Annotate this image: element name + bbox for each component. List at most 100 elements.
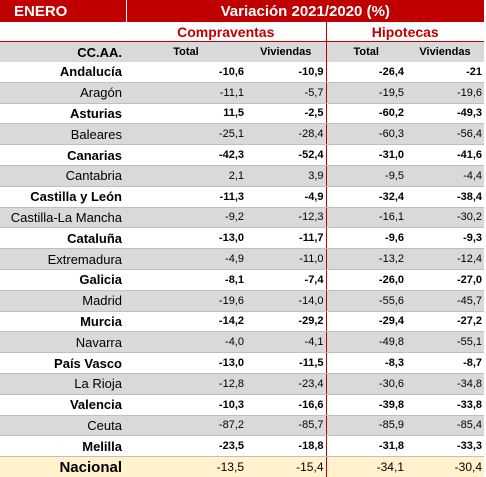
value-hipotecas-total: -26,4 (326, 62, 406, 83)
column-header-compraventas-viviendas: Viviendas (246, 41, 327, 62)
table-row: Canarias -42,3 -52,4 -31,0 -41,6 (0, 144, 485, 166)
value-compraventas-total: 2,1 (126, 165, 246, 187)
value-hipotecas-viviendas: -8,7 (406, 352, 485, 374)
value-compraventas-viviendas: -52,4 (246, 144, 327, 166)
value-hipotecas-total: -85,9 (326, 415, 406, 437)
value-compraventas-viviendas: -4,9 (246, 186, 327, 208)
value-compraventas-viviendas: -28,4 (246, 123, 327, 146)
region-name: Castilla-La Mancha (0, 207, 126, 229)
value-hipotecas-viviendas: -33,8 (406, 394, 485, 416)
region-name: Asturias (0, 103, 126, 125)
value-hipotecas-total: -29,4 (326, 311, 406, 333)
value-compraventas-total: 11,5 (126, 103, 246, 125)
region-name: Baleares (0, 123, 126, 146)
value-hipotecas-total: -30,6 (326, 373, 406, 395)
column-header-row: CC.AA. Total Viviendas Total Viviendas (0, 41, 485, 62)
value-hipotecas-total: -8,3 (326, 352, 406, 374)
region-name: Navarra (0, 331, 126, 354)
region-name: Ceuta (0, 415, 126, 437)
value-hipotecas-viviendas: -49,3 (406, 103, 485, 125)
value-compraventas-total: -9,2 (126, 207, 246, 229)
value-compraventas-viviendas: -10,9 (246, 62, 327, 83)
region-name: Galicia (0, 269, 126, 291)
table-row: Galicia -8,1 -7,4 -26,0 -27,0 (0, 269, 485, 291)
column-header-region: CC.AA. (0, 41, 126, 62)
value-hipotecas-viviendas: -27,0 (406, 269, 485, 291)
value-hipotecas-viviendas: -38,4 (406, 186, 485, 208)
value-compraventas-total: -4,9 (126, 248, 246, 270)
value-compraventas-viviendas: -18,8 (246, 435, 327, 458)
table-row: Baleares -25,1 -28,4 -60,3 -56,4 (0, 123, 485, 146)
value-compraventas-total: -13,0 (126, 227, 246, 250)
region-name: Cataluña (0, 227, 126, 250)
value-compraventas-viviendas: 3,9 (246, 165, 327, 187)
table-row: Melilla -23,5 -18,8 -31,8 -33,3 (0, 435, 485, 458)
region-name: Aragón (0, 82, 126, 104)
value-compraventas-total: -8,1 (126, 269, 246, 291)
table-row: Navarra -4,0 -4,1 -49,8 -55,1 (0, 331, 485, 354)
value-hipotecas-total: -31,8 (326, 435, 406, 458)
value-hipotecas-total: -19,5 (326, 82, 406, 104)
value-compraventas-total: -19,6 (126, 290, 246, 312)
value-compraventas-total: -14,2 (126, 311, 246, 333)
value-hipotecas-total: -55,6 (326, 290, 406, 312)
region-name: Madrid (0, 290, 126, 312)
table-row: País Vasco -13,0 -11,5 -8,3 -8,7 (0, 352, 485, 374)
table-row: Ceuta -87,2 -85,7 -85,9 -85,4 (0, 415, 485, 437)
table-row: Andalucía -10,6 -10,9 -26,4 -21 (0, 62, 485, 83)
table-row: Madrid -19,6 -14,0 -55,6 -45,7 (0, 290, 485, 312)
region-name: Extremadura (0, 248, 126, 270)
value-compraventas-viviendas: -16,6 (246, 394, 327, 416)
region-name: La Rioja (0, 373, 126, 395)
region-name: Canarias (0, 144, 126, 166)
value-hipotecas-viviendas: -19,6 (406, 82, 485, 104)
value-compraventas-viviendas: -11,0 (246, 248, 327, 270)
value-hipotecas-total: -26,0 (326, 269, 406, 291)
value-compraventas-viviendas: -12,3 (246, 207, 327, 229)
value-hipotecas-viviendas: -21 (406, 62, 485, 83)
table-row: Castilla y León -11,3 -4,9 -32,4 -38,4 (0, 186, 485, 208)
value-compraventas-viviendas: -14,0 (246, 290, 327, 312)
region-name: Cantabria (0, 165, 126, 187)
value-hipotecas-viviendas: -12,4 (406, 248, 485, 270)
value-compraventas-total: -10,6 (126, 62, 246, 83)
value-compraventas-total: -11,3 (126, 186, 246, 208)
total-value-hipotecas-viviendas: -30,4 (406, 456, 485, 477)
value-compraventas-viviendas: -29,2 (246, 311, 327, 333)
value-hipotecas-total: -32,4 (326, 186, 406, 208)
table-row: Aragón -11,1 -5,7 -19,5 -19,6 (0, 82, 485, 104)
value-compraventas-total: -87,2 (126, 415, 246, 437)
table-row: Asturias 11,5 -2,5 -60,2 -49,3 (0, 103, 485, 125)
value-hipotecas-total: -9,5 (326, 165, 406, 187)
value-hipotecas-viviendas: -56,4 (406, 123, 485, 146)
column-header-compraventas-total: Total (126, 41, 246, 62)
value-hipotecas-viviendas: -33,3 (406, 435, 485, 458)
total-value-compraventas-viviendas: -15,4 (246, 456, 327, 477)
value-compraventas-total: -4,0 (126, 331, 246, 354)
table-row: Murcia -14,2 -29,2 -29,4 -27,2 (0, 311, 485, 333)
table-row: La Rioja -12,8 -23,4 -30,6 -34,8 (0, 373, 485, 395)
total-value-compraventas-total: -13,5 (126, 456, 246, 477)
group-header-row: Compraventas Hipotecas (0, 22, 485, 42)
group-header-spacer (0, 22, 126, 42)
region-name: Andalucía (0, 62, 126, 83)
value-hipotecas-total: -39,8 (326, 394, 406, 416)
total-value-hipotecas-total: -34,1 (326, 456, 406, 477)
value-compraventas-viviendas: -7,4 (246, 269, 327, 291)
region-name: Castilla y León (0, 186, 126, 208)
value-compraventas-viviendas: -2,5 (246, 103, 327, 125)
value-hipotecas-total: -13,2 (326, 248, 406, 270)
value-compraventas-total: -13,0 (126, 352, 246, 374)
value-compraventas-viviendas: -11,7 (246, 227, 327, 250)
value-hipotecas-viviendas: -9,3 (406, 227, 485, 250)
value-compraventas-total: -42,3 (126, 144, 246, 166)
value-hipotecas-viviendas: -55,1 (406, 331, 485, 354)
value-hipotecas-viviendas: -4,4 (406, 165, 485, 187)
group-compraventas: Compraventas (126, 22, 327, 42)
table-title: Variación 2021/2020 (%) (126, 0, 485, 22)
total-region-name: Nacional (0, 456, 126, 477)
value-compraventas-viviendas: -85,7 (246, 415, 327, 437)
region-name: Melilla (0, 435, 126, 458)
value-hipotecas-viviendas: -85,4 (406, 415, 485, 437)
